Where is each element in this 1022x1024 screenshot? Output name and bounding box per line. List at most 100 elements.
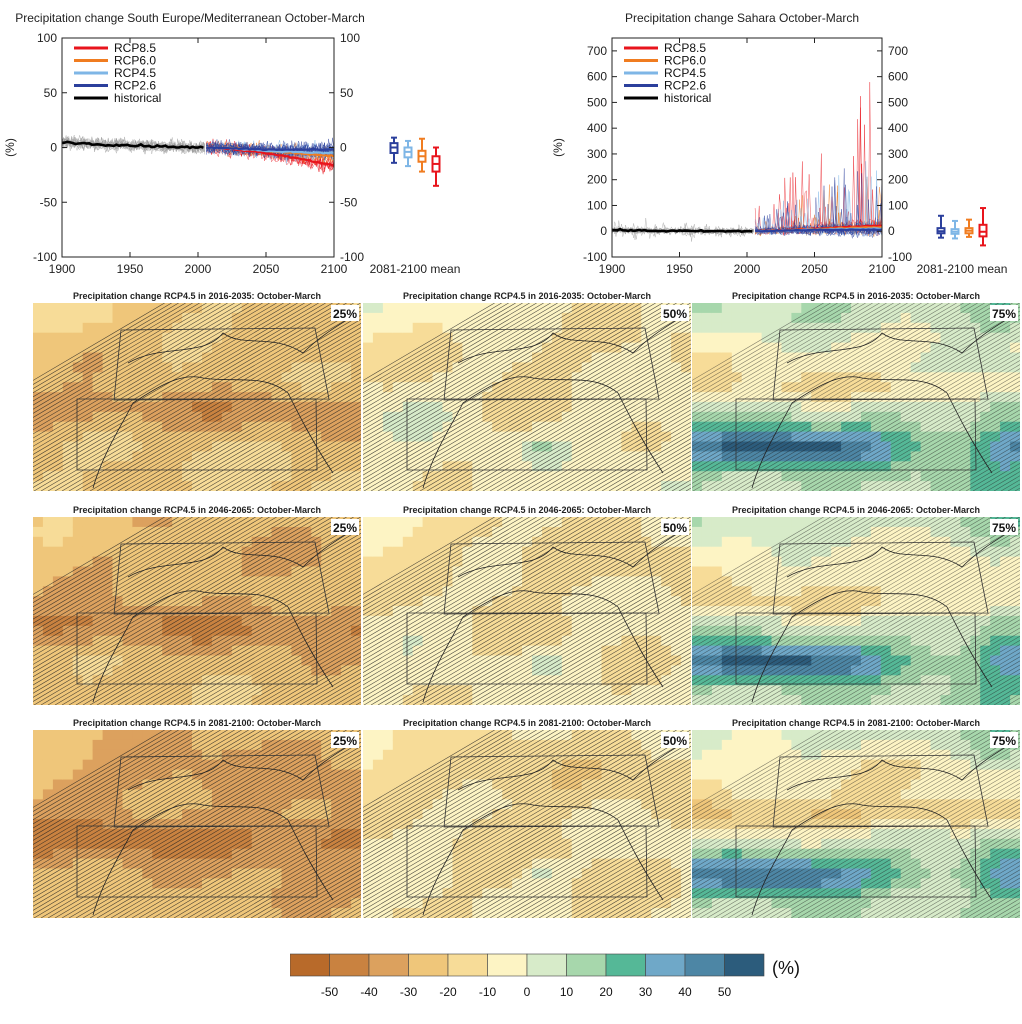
- map-cell: [641, 655, 652, 666]
- map-cell: [142, 431, 153, 443]
- map-cell: [231, 526, 243, 538]
- map-cell: [502, 421, 513, 433]
- map-cell: [721, 685, 733, 696]
- map-cell: [363, 451, 374, 462]
- map-cell: [422, 665, 434, 676]
- map-cell: [821, 352, 832, 363]
- map-cell: [162, 799, 173, 810]
- map-cell: [251, 322, 263, 334]
- map-cell: [711, 392, 723, 403]
- map-cell: [172, 431, 183, 443]
- hatch-line: [33, 303, 200, 402]
- map-cell: [890, 566, 902, 577]
- map-cell: [132, 665, 143, 676]
- map-cell: [910, 606, 922, 617]
- map-cell: [631, 332, 642, 344]
- map-cell: [482, 576, 493, 587]
- hatch-line: [447, 561, 691, 705]
- map-cell: [92, 526, 104, 538]
- map-cell: [132, 401, 143, 413]
- map-cell: [142, 312, 153, 324]
- map-cell: [831, 411, 842, 423]
- map-cell: [301, 411, 312, 423]
- map-cell: [910, 382, 922, 393]
- map-cell: [221, 517, 233, 528]
- map-cell: [261, 441, 273, 452]
- map-cell: [452, 372, 463, 383]
- map-cell: [412, 615, 424, 627]
- map-cell: [811, 675, 822, 686]
- map-cell: [692, 481, 703, 491]
- map-cell: [211, 566, 223, 577]
- map-cell: [960, 451, 971, 462]
- map-cell: [621, 441, 632, 452]
- map-cell: [601, 431, 612, 443]
- map-cell: [221, 441, 233, 452]
- map-cell: [341, 471, 352, 482]
- map-cell: [861, 665, 872, 676]
- map-cell: [541, 556, 553, 568]
- map-cell: [1000, 441, 1011, 452]
- map-cell: [1010, 685, 1020, 696]
- map-cell: [182, 342, 193, 354]
- map-cell: [152, 312, 163, 324]
- map-cell: [761, 441, 773, 452]
- map-cell: [33, 655, 44, 666]
- map-cell: [363, 615, 374, 627]
- map-cell: [422, 312, 434, 324]
- hatch-line: [692, 303, 887, 418]
- map-cell: [561, 695, 573, 705]
- map-cell: [72, 730, 84, 741]
- map-cell: [890, 576, 902, 587]
- map-cell: [52, 517, 64, 528]
- map-cell: [910, 451, 922, 462]
- map-cell: [432, 312, 444, 324]
- map-cell: [261, 546, 273, 558]
- map-cell: [910, 526, 922, 538]
- map-cell: [930, 665, 941, 676]
- map-cell: [162, 461, 173, 472]
- map-cell: [301, 695, 312, 705]
- map-cell: [52, 596, 64, 607]
- map-cell: [890, 645, 902, 657]
- map-cell: [841, 342, 852, 354]
- region-box-sahara: [735, 398, 977, 471]
- map-cell: [910, 655, 922, 666]
- map-cell: [152, 411, 163, 423]
- map-cell: [791, 526, 802, 538]
- map-cell: [363, 471, 374, 482]
- map-cell: [711, 461, 723, 472]
- map-cell: [541, 471, 553, 482]
- map-cell: [291, 392, 302, 403]
- map-cell: [82, 556, 94, 568]
- map-cell: [472, 517, 483, 528]
- y-tick-label-left: 0: [600, 224, 607, 238]
- map-cell: [611, 441, 622, 452]
- map-cell: [231, 858, 243, 870]
- map-cell: [482, 441, 493, 452]
- map-cell: [172, 809, 183, 820]
- map-cell: [62, 342, 74, 354]
- map-cell: [472, 382, 483, 393]
- hatch-line: [433, 339, 691, 491]
- map-cell: [402, 576, 414, 587]
- map-cell: [192, 471, 203, 482]
- map-cell: [801, 411, 812, 423]
- map-cell: [522, 312, 533, 324]
- map-cell: [102, 779, 114, 790]
- map-cell: [331, 546, 342, 558]
- y-tick-label-right: 200: [888, 173, 908, 187]
- hatch-line: [692, 303, 985, 476]
- hatch-line: [916, 644, 1020, 705]
- map-cell: [910, 392, 922, 403]
- map-cell: [841, 471, 852, 482]
- map-cell: [611, 586, 622, 597]
- map-cell: [801, 471, 812, 482]
- map-cell: [291, 675, 302, 686]
- map-cell: [192, 799, 203, 810]
- map-cell: [382, 665, 394, 676]
- map-cell: [221, 556, 233, 568]
- map-cell: [641, 471, 652, 482]
- map-cell: [771, 517, 782, 528]
- map-cell: [132, 675, 143, 686]
